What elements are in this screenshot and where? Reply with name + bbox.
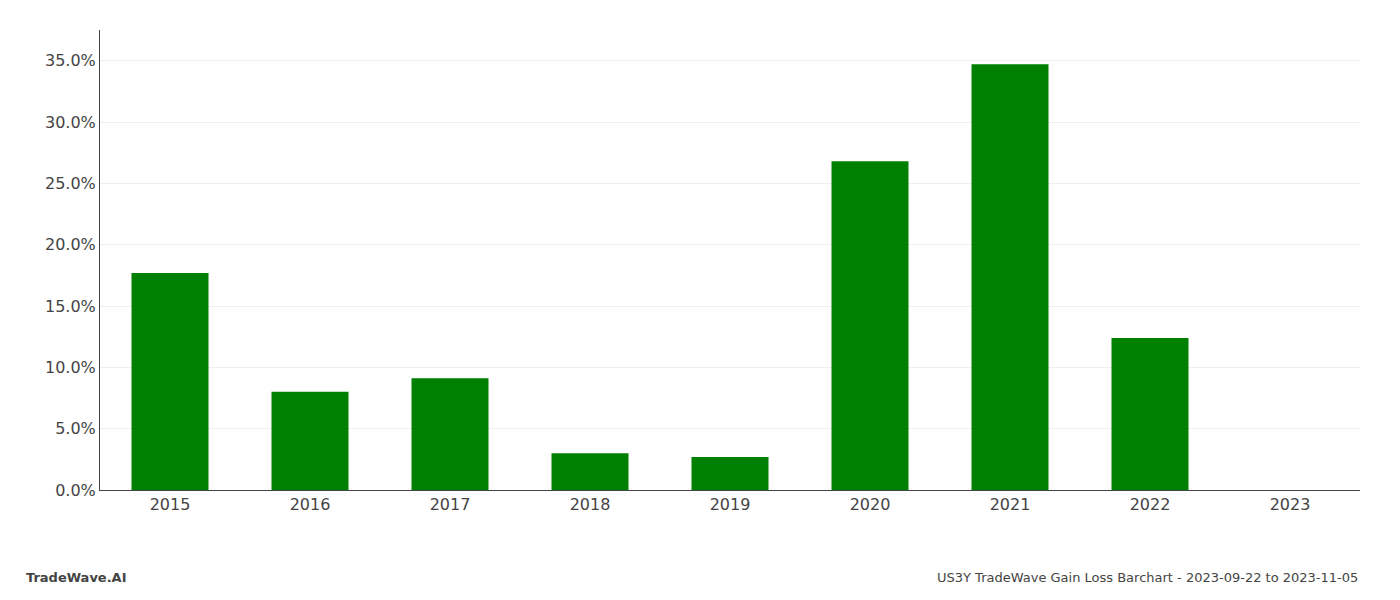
svg-text:2023: 2023 (1270, 495, 1311, 514)
svg-text:TradeWave.AI: TradeWave.AI (26, 570, 127, 585)
svg-text:5.0%: 5.0% (55, 419, 96, 438)
svg-text:2016: 2016 (290, 495, 331, 514)
svg-text:2019: 2019 (710, 495, 751, 514)
svg-text:30.0%: 30.0% (45, 113, 96, 132)
svg-text:2018: 2018 (570, 495, 611, 514)
svg-text:20.0%: 20.0% (45, 235, 96, 254)
svg-text:10.0%: 10.0% (45, 358, 96, 377)
svg-text:2020: 2020 (850, 495, 891, 514)
svg-text:2015: 2015 (150, 495, 191, 514)
svg-text:US3Y TradeWave Gain Loss Barch: US3Y TradeWave Gain Loss Barchart - 2023… (937, 570, 1358, 585)
svg-text:15.0%: 15.0% (45, 297, 96, 316)
svg-text:35.0%: 35.0% (45, 51, 96, 70)
svg-text:0.0%: 0.0% (55, 481, 96, 500)
svg-text:2022: 2022 (1130, 495, 1171, 514)
svg-text:2021: 2021 (990, 495, 1031, 514)
svg-text:25.0%: 25.0% (45, 174, 96, 193)
svg-text:2017: 2017 (430, 495, 471, 514)
